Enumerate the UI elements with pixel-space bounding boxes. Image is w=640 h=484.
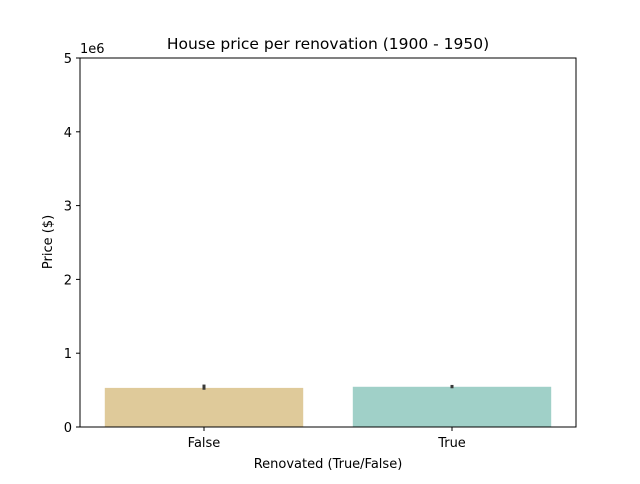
y-axis-scale-label: 1e6 (80, 42, 105, 57)
error-bars-layer (202, 384, 454, 390)
y-axis-ticks: 0 1 2 3 4 5 (64, 52, 80, 436)
x-tick-label: True (437, 436, 466, 451)
y-axis-label: Price ($) (41, 215, 56, 269)
y-tick-label: 4 (64, 126, 72, 141)
x-axis-ticks: False True (188, 427, 466, 451)
y-tick-label: 2 (64, 273, 72, 288)
y-tick-label: 1 (64, 347, 72, 362)
plot-area-frame (79, 57, 577, 428)
bar-true (352, 386, 552, 427)
bars-layer (104, 386, 552, 427)
chart-title: House price per renovation (1900 - 1950) (167, 35, 489, 53)
y-tick-label: 5 (64, 52, 72, 67)
y-tick-label: 3 (64, 200, 72, 215)
bar-false (104, 387, 304, 427)
x-axis-label: Renovated (True/False) (254, 457, 403, 472)
y-tick-label: 0 (64, 421, 72, 436)
x-tick-label: False (188, 436, 221, 451)
